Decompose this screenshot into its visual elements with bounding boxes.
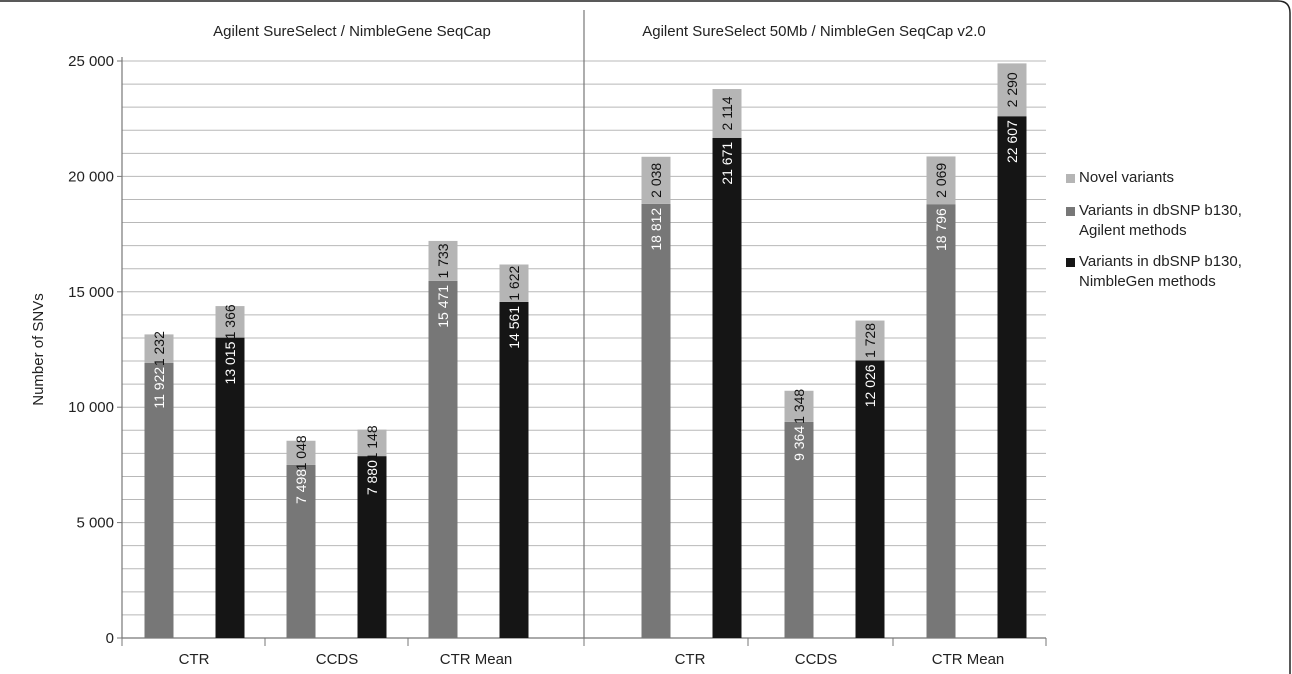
data-label-dbsnp: 7 498 <box>293 469 309 504</box>
y-tick-label: 10 000 <box>68 399 114 416</box>
data-label-novel: 2 114 <box>719 96 735 130</box>
data-label-dbsnp: 18 796 <box>933 208 949 251</box>
data-label-novel: 2 069 <box>933 163 949 198</box>
bar-novel <box>144 334 174 363</box>
bar-novel <box>286 440 316 465</box>
data-label-dbsnp: 18 812 <box>648 208 664 251</box>
data-label-novel: 1 733 <box>435 243 451 278</box>
bar-novel <box>926 156 956 205</box>
data-label-novel: 1 148 <box>364 425 380 460</box>
bar-dbsnp <box>784 421 814 638</box>
x-category-label: CCDS <box>795 651 838 668</box>
y-tick-label: 5 000 <box>76 515 114 532</box>
bar-dbsnp <box>641 203 671 639</box>
data-label-novel: 1 048 <box>293 435 309 470</box>
y-axis-label: Number of SNVs <box>30 293 47 406</box>
bar-dbsnp <box>357 456 387 638</box>
bar-novel <box>855 320 885 361</box>
bar-dbsnp <box>215 337 245 638</box>
legend-swatch-agilent <box>1066 207 1075 216</box>
data-label-novel: 1 728 <box>862 323 878 358</box>
legend-label-novel: Novel variants <box>1079 169 1175 186</box>
legend-swatch-nimblegen <box>1066 258 1075 267</box>
data-label-novel: 1 622 <box>506 265 522 300</box>
data-label-dbsnp: 14 561 <box>506 306 522 349</box>
data-label-dbsnp: 15 471 <box>435 285 451 328</box>
bar-novel <box>357 429 387 457</box>
data-label-dbsnp: 7 880 <box>364 460 380 495</box>
y-tick-label: 15 000 <box>68 284 114 301</box>
data-label-dbsnp: 11 922 <box>151 367 167 409</box>
y-tick-label: 25 000 <box>68 53 114 70</box>
bar-novel <box>215 306 245 338</box>
x-category-label: CTR Mean <box>440 651 513 668</box>
bar-novel <box>784 390 814 422</box>
bar-dbsnp <box>855 360 885 638</box>
data-label-novel: 2 290 <box>1004 72 1020 107</box>
bar-dbsnp <box>997 116 1027 638</box>
y-tick-label: 0 <box>106 630 114 647</box>
x-category-label: CTR Mean <box>932 651 1005 668</box>
bar-dbsnp <box>926 204 956 638</box>
bar-novel <box>499 264 529 302</box>
bar-novel <box>712 89 742 138</box>
bar-dbsnp <box>428 280 458 638</box>
data-label-dbsnp: 13 015 <box>222 341 238 384</box>
bar-dbsnp <box>712 137 742 638</box>
legend-label-nimblegen: Variants in dbSNP b130, NimbleGen method… <box>1079 253 1242 290</box>
legend-item-novel: Novel variants <box>1066 168 1286 188</box>
bar-novel <box>641 156 671 204</box>
bar-dbsnp <box>144 362 174 638</box>
data-label-novel: 1 348 <box>791 389 807 424</box>
panel-title: Agilent SureSelect / NimbleGene SeqCap <box>213 23 491 40</box>
data-label-dbsnp: 21 671 <box>719 142 735 185</box>
data-label-dbsnp: 12 026 <box>862 364 878 407</box>
data-label-dbsnp: 9 364 <box>791 426 807 461</box>
data-label-novel: 2 038 <box>648 163 664 198</box>
legend: Novel variants Variants in dbSNP b130, A… <box>1066 168 1286 292</box>
data-label-novel: 1 366 <box>222 304 238 339</box>
legend-label-agilent: Variants in dbSNP b130, Agilent methods <box>1079 202 1242 239</box>
x-category-label: CCDS <box>316 651 359 668</box>
bar-dbsnp <box>286 464 316 638</box>
data-label-novel: 1 232 <box>151 331 167 366</box>
data-label-dbsnp: 22 607 <box>1004 120 1020 163</box>
bar-novel <box>428 240 458 281</box>
x-category-label: CTR <box>675 651 706 668</box>
y-tick-label: 20 000 <box>68 168 114 185</box>
panel-title: Agilent SureSelect 50Mb / NimbleGen SeqC… <box>642 23 986 40</box>
bar-novel <box>997 63 1027 117</box>
legend-swatch-novel <box>1066 174 1075 183</box>
legend-item-agilent: Variants in dbSNP b130, Agilent methods <box>1066 201 1286 241</box>
x-category-label: CTR <box>179 651 210 668</box>
bar-dbsnp <box>499 301 529 638</box>
legend-item-nimblegen: Variants in dbSNP b130, NimbleGen method… <box>1066 252 1286 292</box>
